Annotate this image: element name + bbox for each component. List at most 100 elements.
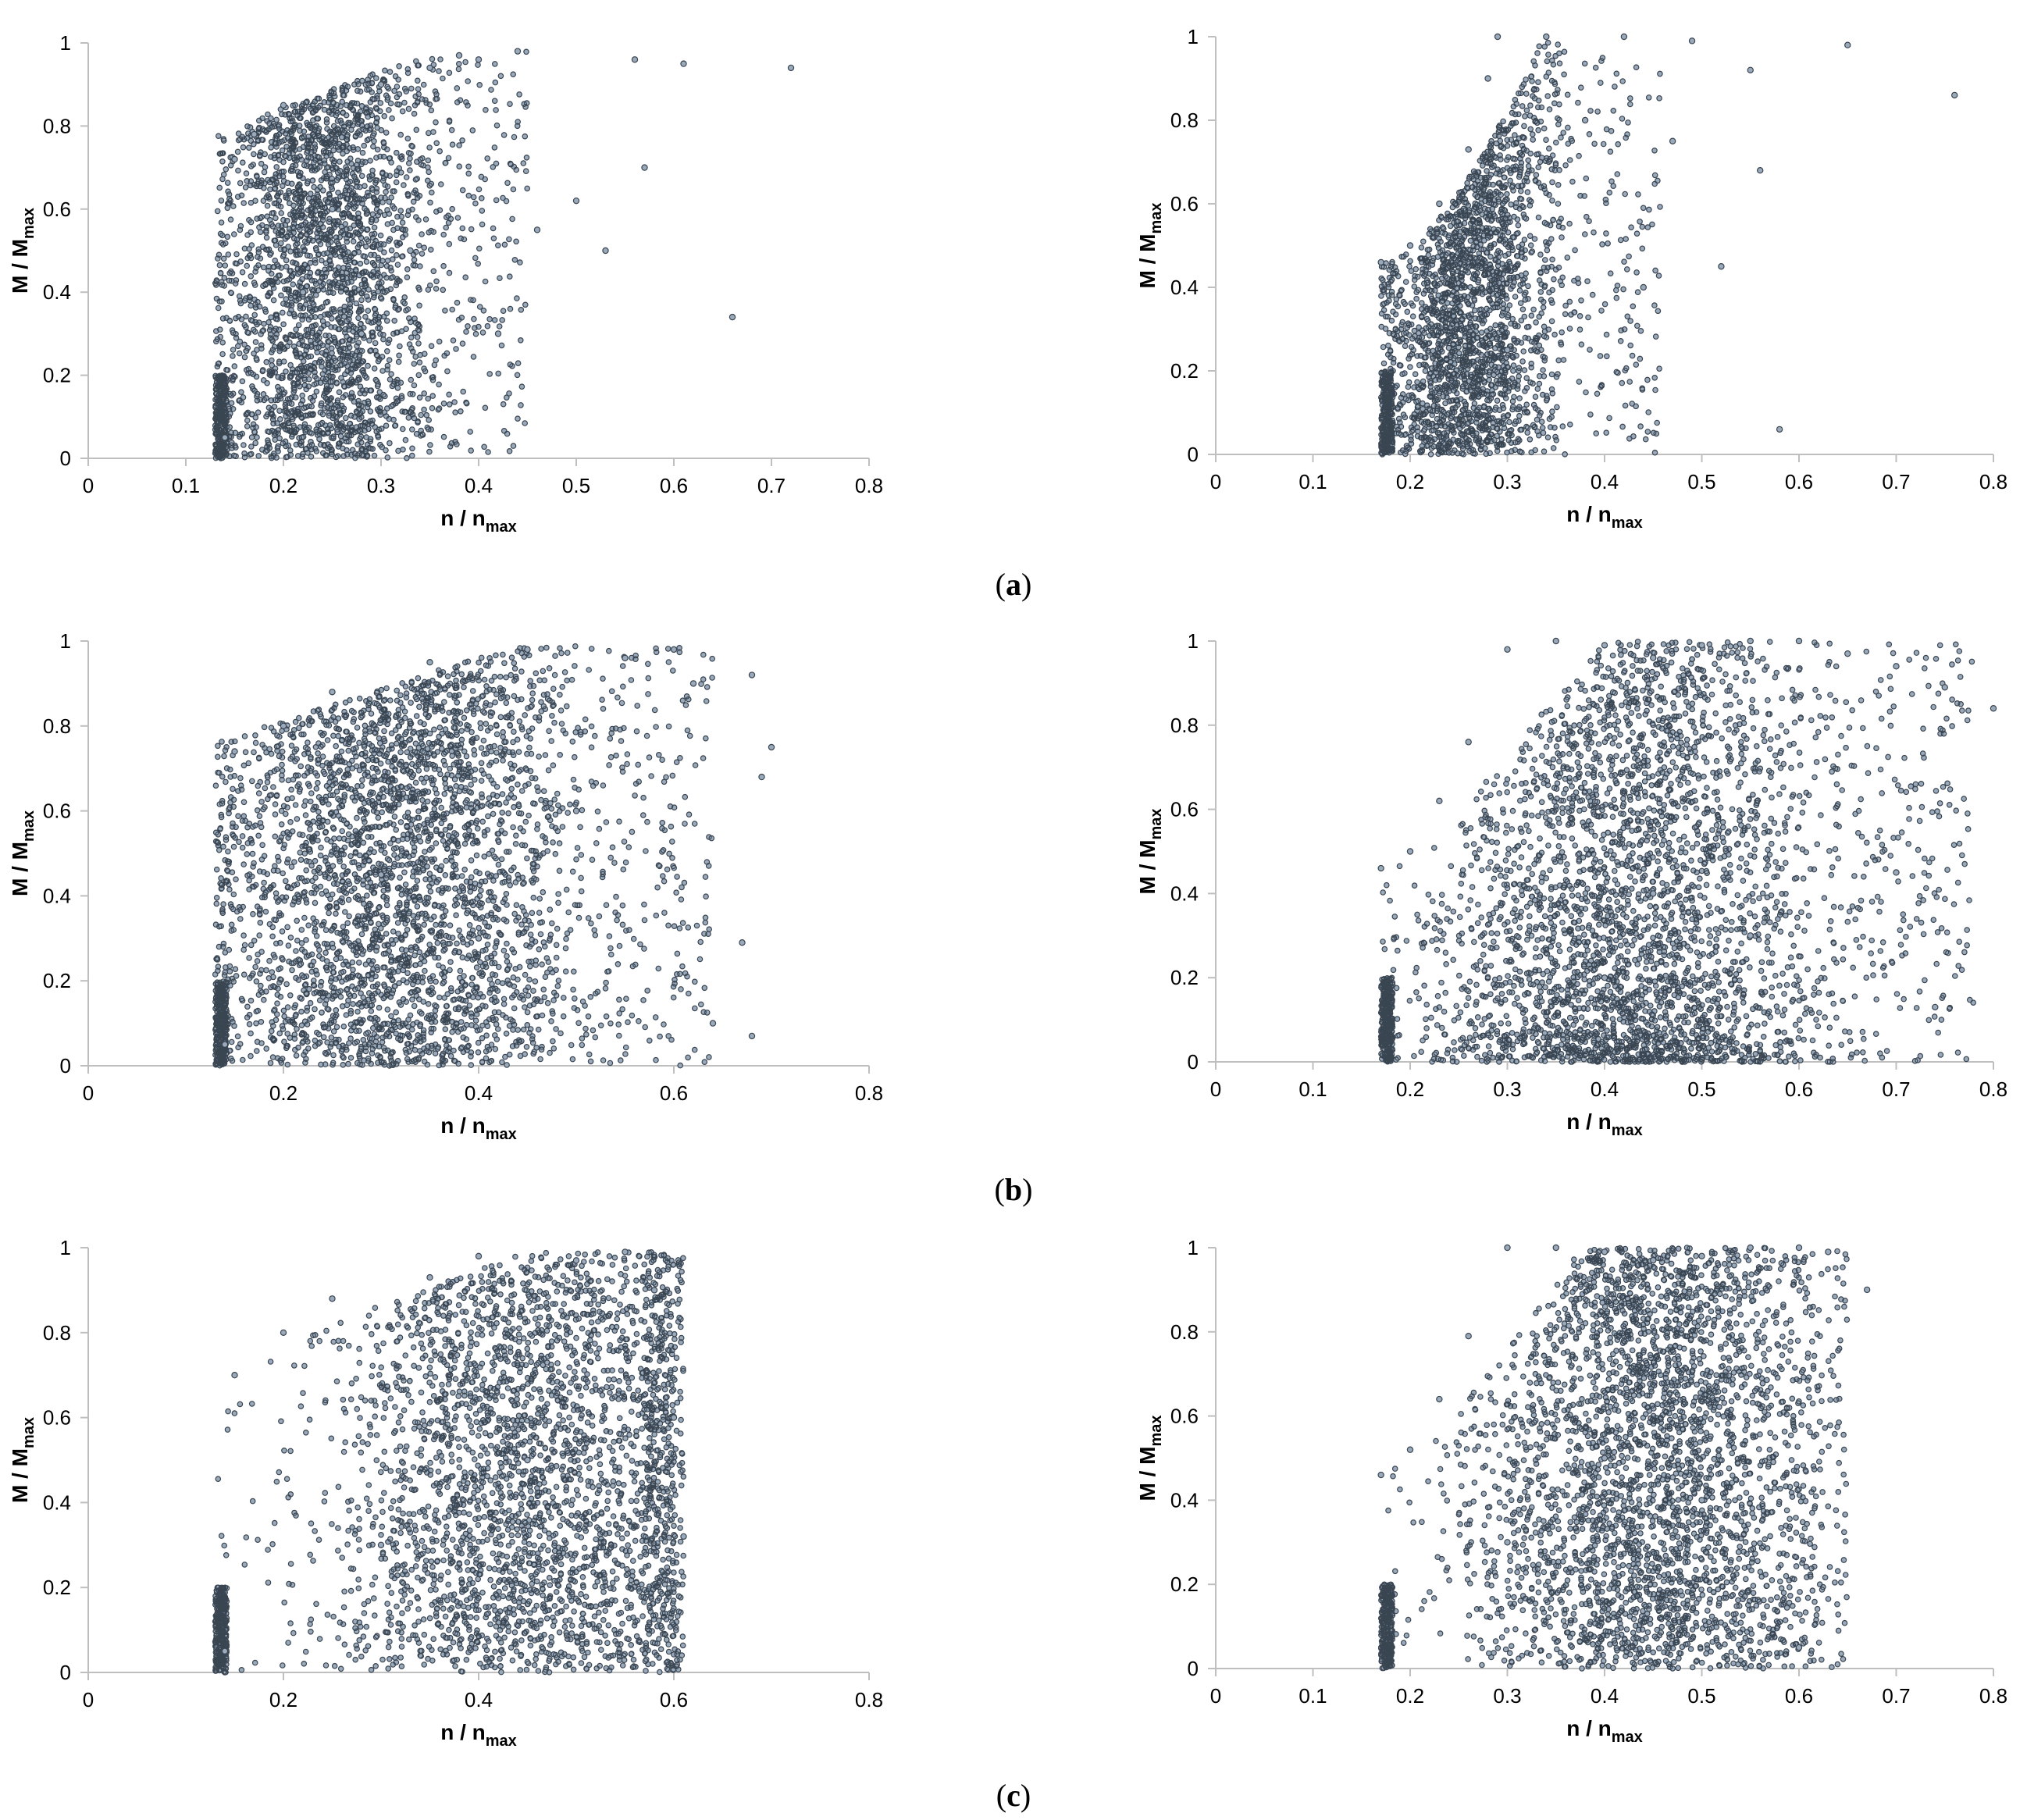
y-tick-label: 0.2 (1170, 359, 1199, 383)
data-point (1650, 890, 1657, 897)
y-tick-label: 0.2 (1170, 966, 1199, 989)
x-tick-label: 0.1 (1298, 1684, 1327, 1708)
y-axis-title: M / Mmax (8, 1417, 37, 1503)
data-point (426, 1273, 433, 1281)
scatter-cloud (212, 1249, 687, 1676)
data-point (739, 939, 746, 946)
y-tick-label: 0 (60, 1661, 71, 1684)
x-tick-label: 0.3 (1493, 470, 1521, 493)
y-axis-title: M / Mmax (8, 810, 37, 896)
data-point (407, 247, 414, 255)
data-point (680, 1533, 687, 1540)
data-point (329, 205, 336, 212)
x-axis-title: n / nmax (1566, 1716, 1643, 1746)
x-tick-label: 0.8 (855, 1688, 883, 1711)
data-point (1795, 1644, 1803, 1651)
x-tick-label: 0.5 (1687, 1077, 1715, 1101)
data-point (572, 1257, 580, 1264)
data-point (1893, 869, 1900, 876)
x-tick-label: 0 (1210, 1077, 1221, 1101)
data-point (524, 1456, 531, 1464)
data-point (231, 155, 238, 163)
y-axis-title: M / Mmax (1135, 202, 1165, 288)
x-tick-label: 0.7 (1882, 1077, 1910, 1101)
data-point (251, 130, 258, 138)
panel-b-left: 0 0.2 0.4 0.6 0.8 0 0.2 0.4 0.6 0.8 1 n / nmax M / M… (8, 629, 883, 1143)
x-tick-label: 0.3 (1493, 1684, 1521, 1708)
data-point (1504, 347, 1511, 354)
scatter-cloud (212, 48, 531, 461)
x-tick-label: 0.2 (269, 1688, 297, 1711)
x-tick-label: 0.1 (172, 474, 200, 497)
data-point (329, 689, 336, 696)
data-point (1844, 41, 1851, 48)
data-point (1950, 91, 1958, 99)
data-point (1756, 166, 1764, 174)
x-tick-label: 0.4 (1591, 1684, 1619, 1708)
y-tick-label: 0.4 (43, 280, 71, 304)
x-tick-label: 0.8 (1979, 1077, 2007, 1101)
data-point (1990, 705, 1997, 712)
data-point (1795, 637, 1803, 645)
x-tick-label: 0.2 (1396, 1684, 1424, 1708)
scatter-cloud (1377, 639, 1977, 1065)
data-point (572, 807, 580, 814)
scatter-cloud-path (1378, 39, 1663, 458)
data-point (475, 935, 483, 942)
y-tick-label: 0.2 (43, 364, 71, 387)
x-tick-label: 0.4 (465, 1688, 493, 1711)
x-tick-label: 0.1 (1298, 1077, 1327, 1101)
x-tick-label: 0.6 (1785, 1077, 1813, 1101)
data-point (1436, 1395, 1443, 1403)
panel-label-b: (b) (995, 1172, 1033, 1207)
x-axis-title: n / nmax (440, 1113, 517, 1143)
y-tick-label: 0.2 (43, 969, 71, 992)
x-tick-label: 0 (1210, 1684, 1221, 1708)
x-tick-label: 0.4 (1591, 1077, 1619, 1101)
x-tick-label: 0.5 (562, 474, 590, 497)
y-tick-label: 0.8 (1170, 714, 1199, 737)
x-tick-label: 0.2 (269, 1081, 297, 1105)
x-axis-title: n / nmax (1566, 502, 1643, 532)
y-tick-label: 0.6 (43, 198, 71, 221)
data-point (709, 1020, 717, 1027)
data-point (1504, 646, 1511, 653)
data-point (1465, 739, 1472, 746)
x-tick-label: 0.4 (1591, 470, 1619, 493)
data-point (1620, 33, 1628, 41)
data-point (280, 102, 287, 109)
y-tick-label: 0.4 (43, 884, 71, 907)
panel-a-right: 0 0.1 0.2 0.3 0.4 0.5 0.6 0.7 0.8 0 0.2 0.4 0.6 0.8 1 n… (1135, 25, 2007, 532)
y-tick-label: 0.4 (1170, 882, 1199, 905)
data-point (1795, 1244, 1803, 1252)
data-point (1688, 37, 1696, 45)
data-point (1406, 848, 1414, 855)
data-point (1669, 137, 1676, 144)
data-point (1377, 1471, 1384, 1479)
data-point (1601, 1248, 1608, 1255)
panel-a-left: 0 0.1 0.2 0.3 0.4 0.5 0.6 0.7 0.8 0 0.2 0.4 0.6 0.8 1 n… (8, 31, 883, 536)
data-point (1863, 1286, 1871, 1294)
panel-label-c: (c) (996, 1778, 1031, 1813)
x-tick-label: 0.6 (1785, 1684, 1813, 1708)
x-tick-label: 0.8 (1979, 470, 2007, 493)
x-tick-label: 0 (83, 474, 94, 497)
data-point (1436, 200, 1443, 208)
x-axis-title: n / nmax (440, 506, 517, 536)
data-point (221, 1041, 229, 1049)
data-point (494, 330, 502, 337)
y-tick-label: 0.8 (43, 1321, 71, 1345)
x-tick-label: 0.1 (1298, 470, 1327, 493)
y-tick-label: 0.4 (43, 1491, 71, 1514)
data-point (622, 1248, 629, 1255)
data-point (1543, 33, 1550, 41)
data-point (680, 60, 687, 67)
y-tick-label: 1 (1188, 629, 1199, 653)
data-point (1747, 637, 1754, 645)
data-point (1718, 263, 1725, 270)
y-tick-label: 1 (1188, 25, 1199, 48)
data-point (641, 164, 648, 171)
x-tick-label: 0.3 (367, 474, 395, 497)
x-axis-title: n / nmax (1566, 1109, 1643, 1139)
